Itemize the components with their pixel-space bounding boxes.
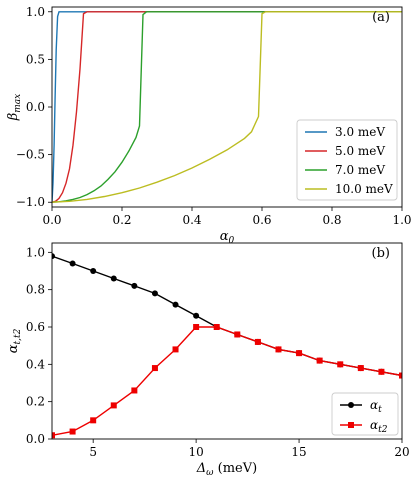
panel-a: 0.0 0.2 0.4 0.6 0.8 1.0 −1.0 −0.5 0.0 0.5 1.0 α0 βma… xyxy=(6,5,412,246)
legend-label: 5.0 meV xyxy=(335,144,385,158)
legend-label: 3.0 meV xyxy=(335,125,385,139)
y-tick-label: 0.4 xyxy=(26,357,45,371)
data-point xyxy=(131,387,138,394)
axes-frame xyxy=(51,242,403,440)
data-point xyxy=(52,432,55,439)
data-point xyxy=(172,346,179,353)
series-line-2 xyxy=(52,11,402,203)
panel-label: (a) xyxy=(372,10,390,25)
data-point xyxy=(254,338,261,345)
y-axis-title: αt,t2 xyxy=(6,328,23,353)
legend-label: 10.0 meV xyxy=(335,182,393,196)
legend-label: 7.0 meV xyxy=(335,163,385,177)
y-axis-title: βmax xyxy=(6,94,23,122)
data-point xyxy=(90,417,97,424)
data-point xyxy=(69,428,76,435)
y-tick-label: 1.0 xyxy=(26,5,45,19)
data-point xyxy=(69,260,76,267)
y-tick-label: 1.0 xyxy=(26,245,45,259)
x-axis-title: α0 xyxy=(220,229,235,246)
x-tick-label: 10 xyxy=(188,445,203,459)
legend: αt αt2 xyxy=(331,392,399,436)
data-point xyxy=(357,365,364,372)
data-point xyxy=(378,368,385,375)
y-tick-label: −1.0 xyxy=(16,195,45,209)
x-tick-label: 20 xyxy=(394,445,409,459)
legend-box xyxy=(296,119,398,201)
data-point xyxy=(151,290,158,297)
x-tick-label: 5 xyxy=(89,445,97,459)
data-point xyxy=(110,402,117,409)
panel-b: 5 10 15 20 0.0 0.2 0.4 0.6 0.8 1.0 Δω (meV) αt,t2 (b… xyxy=(6,242,410,478)
data-point xyxy=(399,372,402,379)
data-point xyxy=(90,268,97,274)
data-point xyxy=(316,357,323,364)
legend: 3.0 meV 5.0 meV 7.0 meV 10.0 meV xyxy=(296,119,398,201)
legend-label: αt xyxy=(370,398,382,415)
x-tick-label: 0.2 xyxy=(112,213,131,227)
data-point xyxy=(193,324,200,330)
panel-label: (b) xyxy=(372,246,390,261)
y-tick-label: 0.0 xyxy=(26,432,45,446)
data-point xyxy=(275,346,282,353)
y-tick-label: 0.6 xyxy=(26,320,45,334)
legend-label: αt2 xyxy=(370,418,388,435)
data-point xyxy=(131,282,138,289)
data-point xyxy=(151,365,158,372)
data-point xyxy=(52,253,55,260)
x-tick-label: 0.8 xyxy=(322,213,341,227)
data-point xyxy=(296,350,303,357)
y-tick-label: 0.2 xyxy=(26,395,45,409)
y-tick-label: 0.8 xyxy=(26,283,45,297)
series-line-1 xyxy=(52,11,402,203)
x-tick-label: 15 xyxy=(291,445,306,459)
series-line-3 xyxy=(52,11,402,203)
data-point xyxy=(234,331,241,338)
x-tick-label: 0.4 xyxy=(182,213,201,227)
data-point xyxy=(337,361,344,368)
data-point xyxy=(172,301,179,308)
data-point xyxy=(110,275,117,282)
y-tick-label: −0.5 xyxy=(16,148,45,162)
series-line-4 xyxy=(52,11,402,203)
x-tick-label: 0.0 xyxy=(42,213,61,227)
x-tick-label: 0.6 xyxy=(252,213,271,227)
series-line-2 xyxy=(52,326,402,436)
x-axis-title: Δω (meV) xyxy=(196,461,257,478)
data-point xyxy=(193,312,200,319)
y-tick-label: 0.0 xyxy=(26,100,45,114)
y-tick-label: 0.5 xyxy=(26,52,45,66)
data-point xyxy=(213,324,220,330)
legend-box xyxy=(331,392,399,436)
x-tick-label: 1.0 xyxy=(392,213,411,227)
series-line-1 xyxy=(52,255,402,377)
